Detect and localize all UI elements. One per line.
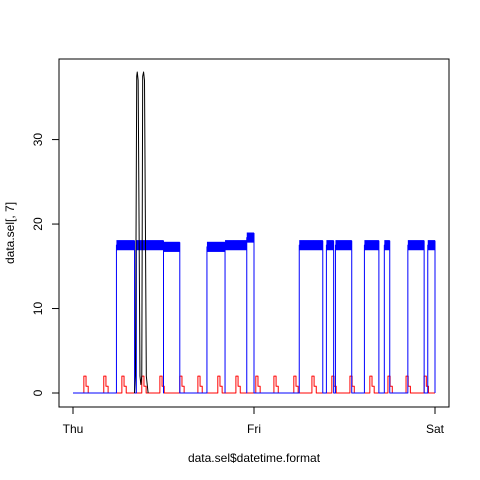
series-blue-band — [384, 240, 390, 251]
series-blue-band — [116, 240, 135, 251]
y-axis-label: data.sel[, 7] — [3, 202, 17, 264]
series-blue-band — [326, 240, 334, 251]
x-tick-label: Thu — [63, 422, 84, 436]
series-red-line — [73, 375, 435, 394]
y-tick-label: 10 — [31, 302, 45, 316]
series-blue-band — [427, 240, 435, 251]
series-blue-band — [407, 240, 425, 251]
series-blue-band — [225, 240, 247, 251]
series-blue-band — [163, 241, 180, 252]
y-tick-label: 20 — [31, 217, 45, 231]
series-blue-band — [246, 232, 254, 243]
series-blue-band — [364, 240, 379, 251]
y-axis: 0 10 20 30 — [31, 133, 60, 396]
series-blue-band — [206, 241, 226, 252]
x-axis-label: data.sel$datetime.format — [188, 451, 321, 465]
x-tick-label: Fri — [247, 422, 261, 436]
y-tick-label: 30 — [31, 133, 45, 147]
y-tick-label: 0 — [31, 389, 45, 396]
x-axis: Thu Fri Sat — [63, 406, 445, 436]
series-blue-band — [136, 240, 164, 251]
plot-area — [73, 71, 436, 394]
series-blue-band — [335, 240, 352, 251]
series-blue-band — [299, 240, 323, 251]
x-tick-label: Sat — [426, 422, 445, 436]
series-black-line — [134, 71, 149, 394]
